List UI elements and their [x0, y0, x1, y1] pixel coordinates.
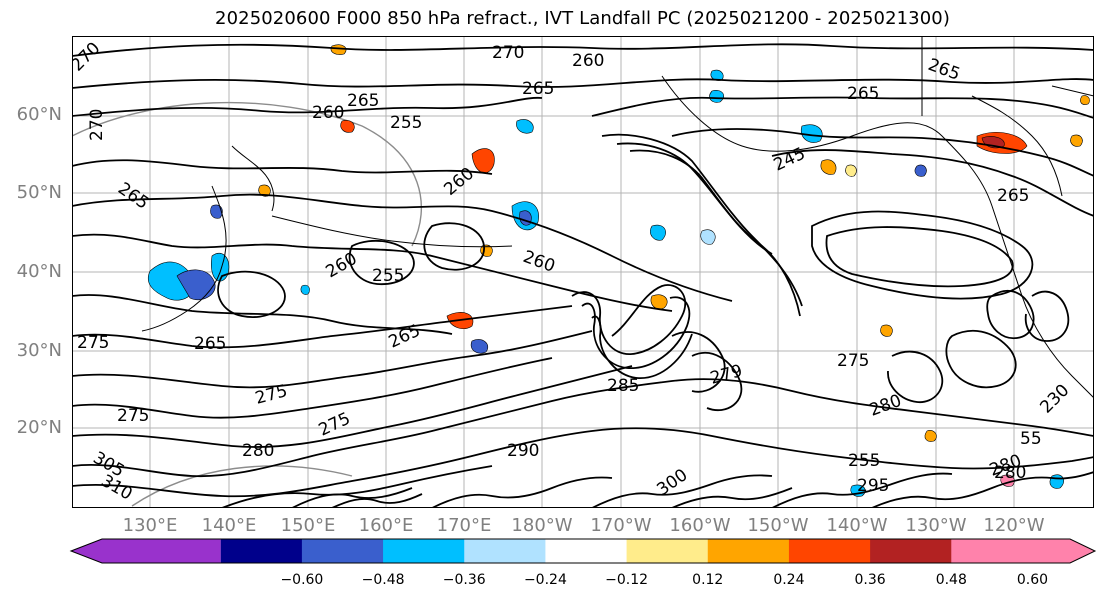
- contour-label: 275: [77, 333, 109, 353]
- lon-label-180w: 180°W: [511, 515, 573, 536]
- lon-label-170e: 170°E: [436, 515, 492, 536]
- contour-label: 270: [87, 109, 107, 141]
- contour-label: 255: [390, 113, 422, 133]
- lon-label-160e: 160°E: [358, 515, 414, 536]
- colorbar-tick-label: 0.12: [692, 572, 724, 588]
- contour-label: 265: [847, 84, 879, 104]
- contour-label: 295: [857, 476, 889, 496]
- colorbar-segment: [788, 539, 871, 563]
- lat-label-60n: 60°N: [16, 104, 62, 125]
- contour-label: 260: [312, 103, 344, 123]
- colorbar-segment: [383, 539, 465, 563]
- map-title: 2025020600 F000 850 hPa refract., IVT La…: [215, 8, 950, 29]
- lon-label-170w: 170°W: [590, 515, 652, 536]
- contour-label: 275: [837, 351, 869, 371]
- colorbar-segment: [951, 539, 1095, 563]
- colorbar-segment: [870, 539, 952, 563]
- colorbar-tick-label: 0.60: [1016, 572, 1049, 588]
- contour-label: 255: [848, 451, 880, 471]
- lon-label-150w: 150°W: [747, 515, 809, 536]
- lat-label-30n: 30°N: [16, 340, 62, 361]
- contour-labels: 270 260 265 255 270 265 260 265 260 270 …: [72, 38, 1073, 504]
- colorbar-tick-label: 0.36: [854, 572, 886, 588]
- lon-label-140e: 140°E: [201, 515, 257, 536]
- contour-lines: [72, 43, 1094, 508]
- colorbar-segment: [301, 539, 384, 563]
- colorbar-tick-label: −0.24: [523, 572, 567, 588]
- lon-label-130w: 130°W: [905, 515, 967, 536]
- colorbar-segment: [626, 539, 709, 563]
- colorbar-tick-label: −0.48: [361, 572, 405, 588]
- lon-label-150e: 150°E: [280, 515, 336, 536]
- colorbar-segment: [707, 539, 790, 563]
- contour-label: 55: [1020, 429, 1042, 449]
- colorbar: [69, 538, 1097, 564]
- lon-label-130e: 130°E: [122, 515, 178, 536]
- lat-label-40n: 40°N: [16, 261, 62, 282]
- colorbar-tick-label: −0.36: [442, 572, 486, 588]
- lon-label-120w: 120°W: [983, 515, 1045, 536]
- colorbar-tick-label: 0.24: [773, 572, 805, 588]
- contour-label: 260: [572, 51, 604, 71]
- colorbar-tick-label: −0.12: [605, 572, 649, 588]
- contour-label: 265: [522, 79, 554, 99]
- contour-label: 285: [607, 376, 639, 396]
- lon-label-140w: 140°W: [826, 515, 888, 536]
- coastlines: [141, 36, 1094, 399]
- lat-label-50n: 50°N: [16, 182, 62, 203]
- contour-label: 255: [372, 266, 404, 286]
- colorbar-tick-label: −0.60: [280, 572, 324, 588]
- contour-label: 280: [242, 441, 274, 461]
- colorbar-segment: [464, 539, 546, 563]
- colorbar-tick-label: 0.48: [935, 572, 967, 588]
- contour-label: 290: [507, 441, 539, 461]
- colorbar-segment: [545, 539, 628, 563]
- lon-label-160w: 160°W: [669, 515, 731, 536]
- contour-label: 265: [194, 334, 226, 354]
- contour-label: 270: [492, 43, 524, 63]
- contour-label: 265: [347, 91, 379, 111]
- lat-label-20n: 20°N: [16, 417, 62, 438]
- contour-label: 275: [117, 406, 149, 426]
- map-panel: 270 260 265 255 270 265 260 265 260 270 …: [72, 36, 1094, 508]
- colorbar-segment: [220, 539, 303, 563]
- contour-label: 280: [994, 463, 1026, 483]
- colorbar-segment: [71, 539, 221, 563]
- contour-label: 265: [997, 186, 1029, 206]
